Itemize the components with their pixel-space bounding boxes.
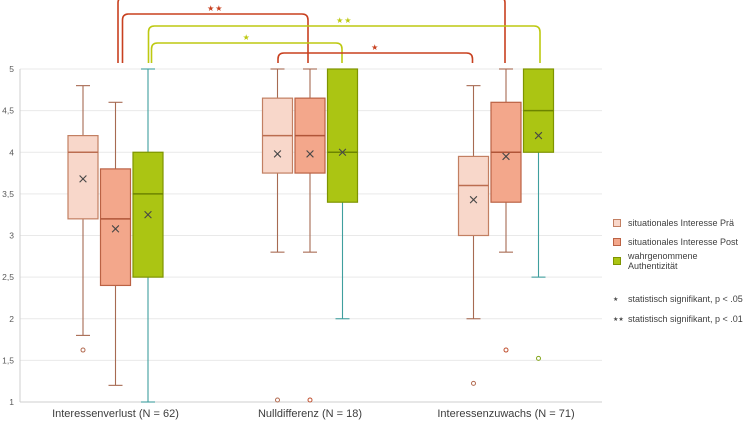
mean-marker bbox=[306, 150, 314, 158]
mean-marker bbox=[79, 175, 87, 183]
mean-marker bbox=[273, 150, 282, 158]
y-axis-tick-label: 2,5 bbox=[2, 272, 14, 282]
x-axis-category-label: Interessenverlust (N = 62) bbox=[52, 408, 179, 420]
x-axis-category-label: Interessenzuwachs (N = 71) bbox=[437, 408, 574, 420]
y-axis-tick-label: 3 bbox=[9, 231, 14, 241]
mean-marker bbox=[111, 225, 120, 233]
legend-item-authentizitaet: wahrgenommene Authentizität bbox=[613, 250, 748, 271]
mean-marker bbox=[534, 131, 543, 140]
legend-swatch-prae bbox=[613, 218, 621, 227]
significance-label: ★★ bbox=[336, 16, 352, 25]
box bbox=[67, 135, 99, 220]
legend-swatch-post bbox=[613, 237, 621, 246]
mean-marker bbox=[338, 148, 347, 157]
legend-label: situationales Interesse Post bbox=[628, 236, 739, 247]
y-axis-tick-label: 2 bbox=[9, 314, 14, 324]
significance-note-text: statistisch signifikant, p < .01 bbox=[628, 314, 743, 324]
significance-label: ★ bbox=[371, 43, 379, 52]
significance-label: ★ bbox=[243, 33, 251, 42]
significance-bracket bbox=[121, 13, 309, 63]
outlier-point bbox=[471, 380, 476, 386]
significance-bracket bbox=[150, 42, 343, 63]
mean-marker bbox=[502, 152, 510, 161]
outlier-point bbox=[80, 347, 86, 353]
significance-bracket bbox=[277, 52, 474, 63]
y-axis-tick-label: 3,5 bbox=[2, 189, 14, 199]
y-axis-tick-label: 1,5 bbox=[2, 355, 14, 365]
y-axis-tick-label: 4,5 bbox=[2, 106, 14, 116]
x-axis-category-label: Nulldifferenz (N = 18) bbox=[258, 408, 362, 420]
outlier-point bbox=[536, 355, 541, 361]
star-icon: ★ bbox=[613, 296, 619, 303]
outlier-point bbox=[307, 397, 313, 403]
significance-notes: ★ statistisch signifikant, p < .05 ★★ st… bbox=[613, 289, 748, 329]
box bbox=[457, 155, 490, 237]
significance-bracket bbox=[147, 25, 541, 63]
significance-bracket bbox=[117, 0, 506, 63]
y-axis-tick-label: 1 bbox=[9, 397, 14, 407]
significance-label: ★★ bbox=[207, 4, 223, 13]
outlier-point bbox=[503, 347, 509, 353]
double-star-icon: ★★ bbox=[613, 316, 624, 323]
legend-swatch-authentizitaet bbox=[613, 256, 621, 265]
legend-item-interesse-post: situationales Interesse Post bbox=[613, 232, 748, 251]
box bbox=[99, 168, 132, 287]
significance-note-text: statistisch signifikant, p < .05 bbox=[628, 294, 743, 304]
mean-marker bbox=[469, 195, 478, 204]
box bbox=[326, 68, 359, 203]
significance-note-p01: ★★ statistisch signifikant, p < .01 bbox=[613, 309, 748, 329]
legend-label: situationales Interesse Prä bbox=[628, 217, 735, 228]
legend-label: wahrgenommene Authentizität bbox=[628, 250, 698, 271]
legend-item-interesse-prae: situationales Interesse Prä bbox=[613, 213, 748, 232]
mean-marker bbox=[144, 210, 152, 219]
outlier-point bbox=[275, 397, 280, 403]
chart-legend: situationales Interesse Prä situationale… bbox=[613, 213, 748, 329]
significance-note-p05: ★ statistisch signifikant, p < .05 bbox=[613, 289, 748, 309]
y-axis-tick-label: 5 bbox=[9, 64, 14, 74]
y-axis-tick-label: 4 bbox=[9, 147, 14, 157]
